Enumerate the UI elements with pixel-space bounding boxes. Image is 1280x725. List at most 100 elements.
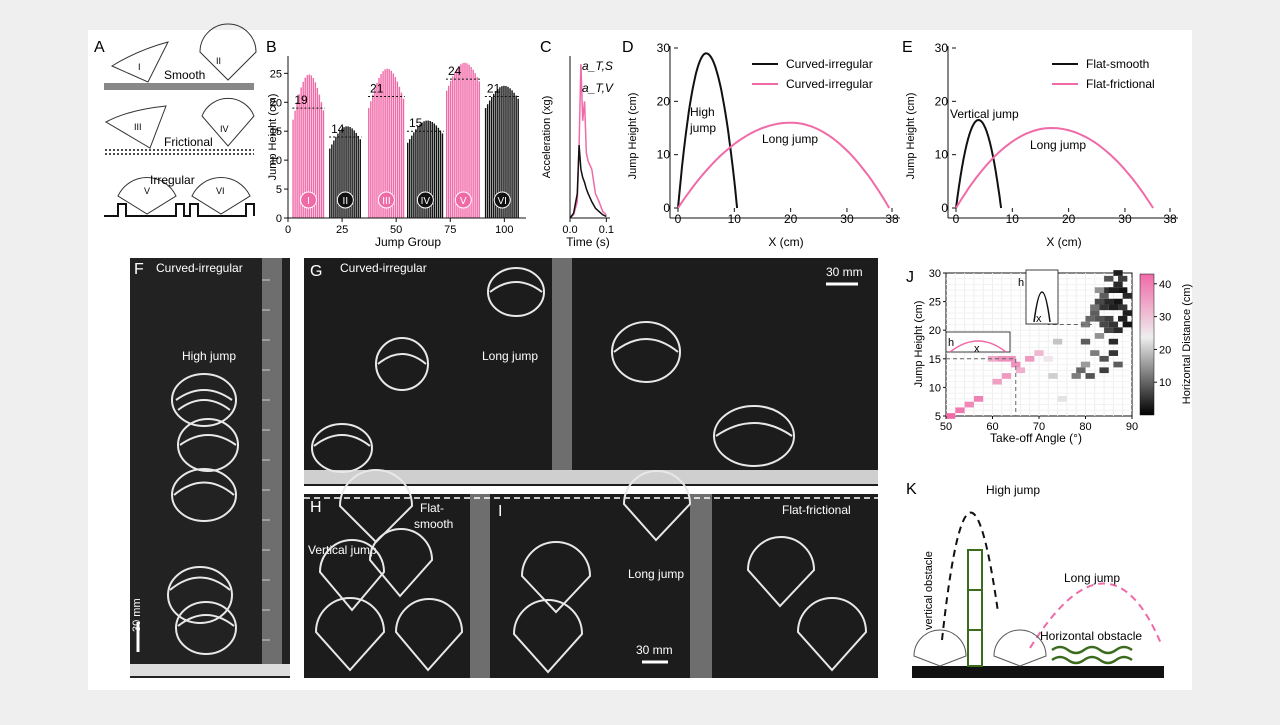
j-cell (1025, 355, 1035, 362)
b-bar (511, 90, 513, 218)
b-group-badge (416, 191, 434, 209)
e-annotation-long: Long jump (1030, 138, 1086, 152)
j-cell (1118, 287, 1128, 294)
j-cell (1108, 338, 1119, 345)
b-bar (407, 142, 409, 218)
b-bar (450, 80, 452, 219)
j-cell (1034, 350, 1044, 356)
b-bar (335, 136, 337, 218)
robot-v-shape (117, 177, 177, 215)
c-ylabel: Acceleration (xg) (541, 96, 553, 179)
j-cell (1080, 338, 1091, 345)
robot-label-ii: II (216, 56, 221, 66)
b-bar (433, 123, 436, 218)
d-legend-label-1: Curved-irregular (786, 57, 873, 71)
b-bar (314, 82, 317, 218)
robot-sketches-h (314, 469, 464, 672)
b-bar (382, 71, 384, 218)
d-ytick-label: 0 (663, 201, 670, 215)
j-cell (1104, 275, 1114, 282)
b-bar (308, 74, 310, 218)
e-xlabel: X (cm) (1046, 235, 1081, 249)
j-cell (997, 355, 1007, 362)
b-bar (497, 88, 499, 218)
j-colorbar-tick-label: 20 (1159, 344, 1171, 356)
e-ytick-label: 20 (935, 94, 949, 108)
j-ytick-label: 5 (935, 411, 941, 423)
b-bar (294, 110, 296, 218)
b-bar (493, 93, 495, 218)
b-bar (384, 69, 386, 219)
j-cell (1108, 350, 1119, 356)
b-xlabel: Jump Group (375, 235, 441, 249)
b-bar (470, 66, 472, 218)
b-bar (296, 102, 298, 218)
b-bar (431, 121, 433, 218)
b-bar (437, 127, 440, 218)
d-xtick-label: 38 (885, 212, 899, 226)
robot-label-vi: VI (216, 186, 225, 196)
j-xtick-label: 80 (1079, 421, 1091, 433)
f-scale-label: 30 mm (131, 598, 143, 632)
c-annotation-ats: a_T,S (582, 59, 613, 73)
robot-sketches-i (512, 470, 868, 674)
ruler-f (262, 258, 282, 668)
j-cell (1080, 321, 1091, 328)
photo-h (304, 494, 494, 678)
b-bar (507, 86, 509, 219)
j-cell (1104, 315, 1114, 322)
b-bar (341, 128, 343, 218)
j-ytick-label: 30 (929, 268, 941, 280)
b-bar (400, 92, 403, 218)
j-xtick-label: 90 (1126, 421, 1138, 433)
e-legend-label-2: Flat-frictional (1086, 77, 1155, 91)
j-ytick-label: 15 (929, 354, 941, 366)
b-group-label: VI (497, 196, 506, 207)
k-ground (912, 666, 1164, 678)
b-bar (464, 62, 466, 218)
h-label: Vertical jump (308, 543, 377, 557)
k-high-jump-label: High jump (986, 483, 1040, 497)
b-bar (423, 121, 425, 218)
robot-i-shape (110, 41, 169, 83)
f-label: High jump (182, 349, 236, 363)
j-cell (1108, 304, 1119, 311)
b-bar (339, 130, 341, 218)
j-cell (1080, 361, 1091, 368)
b-bar (302, 81, 304, 218)
j-cell (1113, 281, 1123, 288)
e-xtick-label: 30 (1118, 212, 1132, 226)
j-cell (1099, 355, 1109, 362)
chart-e-marks: 0 10 20 30 0 10 20 30 38 (935, 41, 1177, 226)
j-cell (1094, 315, 1105, 322)
b-group-label: IV (421, 196, 431, 207)
d-annotation-long: Long jump (762, 132, 818, 146)
j-colorbar-tick-label: 10 (1159, 377, 1171, 389)
b-bar (306, 75, 308, 219)
b-group-badge (454, 191, 472, 209)
b-bar (458, 66, 460, 218)
panel-letter-c: C (540, 39, 552, 56)
b-bar (357, 135, 359, 218)
b-ytick-label: 15 (270, 126, 282, 138)
ruler-g (552, 258, 572, 478)
e-trajectory (955, 118, 1003, 209)
j-cell (955, 407, 965, 414)
b-group-label: II (343, 196, 349, 207)
d-annotation-high: High (690, 105, 715, 119)
d-ytick-label: 20 (657, 94, 671, 108)
j-inset-x-1: x (974, 343, 980, 355)
b-bar (452, 76, 454, 219)
d-trajectory (677, 52, 739, 209)
b-bar (370, 101, 372, 218)
c-xtick-label: 0.0 (562, 224, 577, 236)
k-horizontal-obstacle-label: Horizontal obstacle (1040, 629, 1142, 643)
j-threshold-pink (946, 358, 1017, 416)
robot-iv-shape (201, 97, 255, 147)
smooth-surface (104, 83, 254, 90)
panel-letter-i: I (498, 503, 502, 520)
b-bar (447, 85, 450, 218)
j-cell (1108, 321, 1119, 328)
b-bar (486, 104, 489, 218)
b-bar (359, 139, 361, 218)
